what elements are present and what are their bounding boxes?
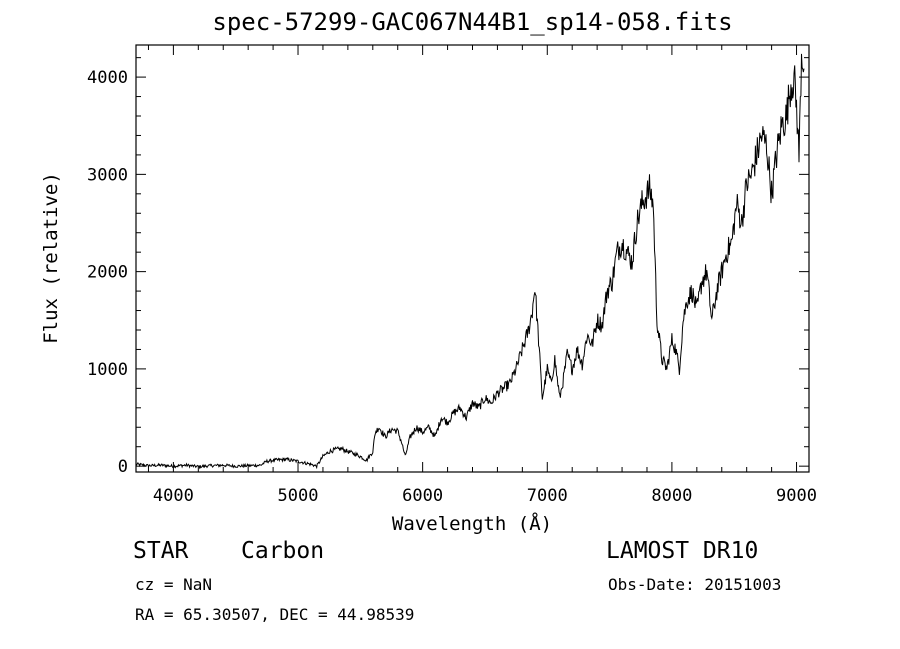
y-tick-label: 0 <box>118 457 128 477</box>
y-tick-label: 3000 <box>87 165 128 185</box>
spectrum-line <box>135 53 805 470</box>
tick-labels: 4000 5000 6000 7000 8000 9000 0 1000 2000 3000 400… <box>87 68 817 506</box>
observation-date: Obs-Date: 20151003 <box>608 575 782 594</box>
ra-dec-coordinates: RA = 65.30507, DEC = 44.98539 <box>135 605 415 624</box>
x-axis-label: Wavelength (Å) <box>392 512 552 535</box>
object-class: STAR <box>133 538 189 564</box>
x-tick-label: 4000 <box>153 486 194 506</box>
axes-frame <box>135 44 810 473</box>
y-tick-label: 1000 <box>87 360 128 380</box>
survey-name: LAMOST DR10 <box>606 538 759 564</box>
x-tick-label: 5000 <box>278 486 319 506</box>
y-tick-label: 4000 <box>87 68 128 88</box>
y-axis-label: Flux (relative) <box>40 172 62 344</box>
x-tick-label: 7000 <box>527 486 568 506</box>
chart-title: spec-57299-GAC067N44B1_sp14-058.fits <box>212 8 733 36</box>
redshift-value: cz = NaN <box>135 575 213 594</box>
object-subclass: Carbon <box>241 538 325 564</box>
axis-ticks <box>136 45 809 472</box>
y-tick-label: 2000 <box>87 263 128 283</box>
x-tick-label: 6000 <box>402 486 443 506</box>
x-tick-label: 8000 <box>651 486 692 506</box>
x-tick-label: 9000 <box>776 486 817 506</box>
